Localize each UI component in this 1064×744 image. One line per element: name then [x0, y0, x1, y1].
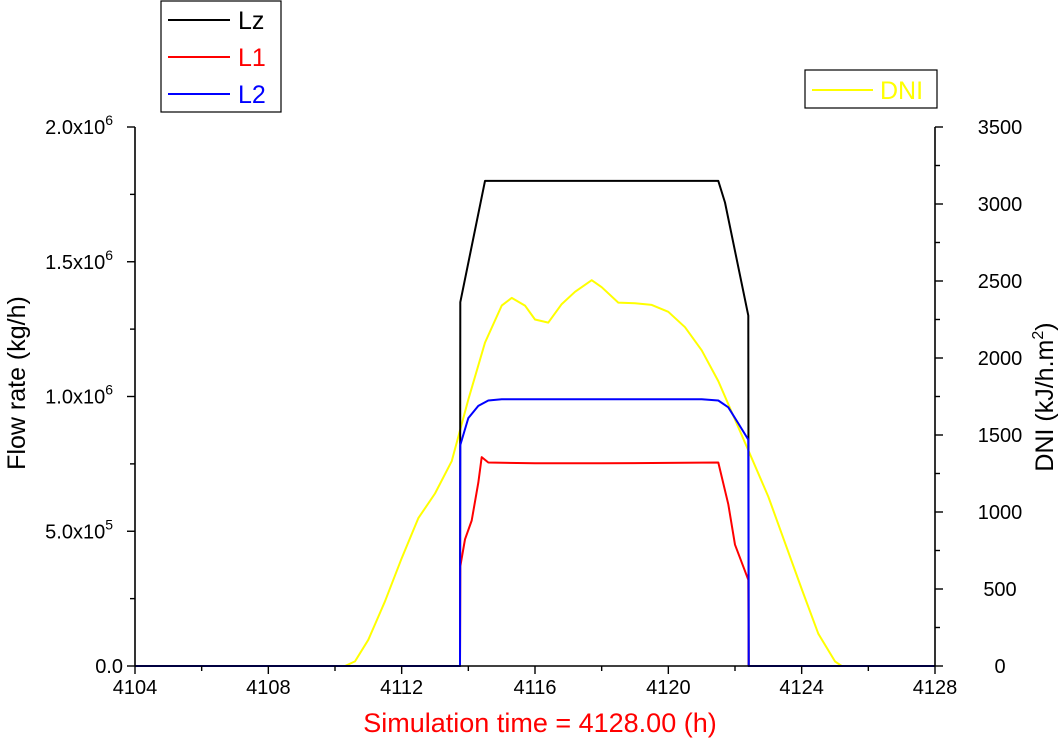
legend-label-dni: DNI — [880, 77, 923, 105]
y-tick-label: 2.0x106 — [45, 112, 113, 139]
y-tick-label: 1.0x106 — [45, 382, 113, 409]
x-tick-label: 4128 — [913, 677, 958, 699]
y2-axis-title: DNI (kJ/h.m2) — [1030, 322, 1059, 471]
x-tick-label: 4104 — [113, 677, 158, 699]
x-tick-label: 4120 — [646, 677, 691, 699]
x-axis-title: Simulation time = 4128.00 (h) — [363, 708, 716, 738]
legend-label-l1: L1 — [238, 44, 266, 72]
y2-tick-label: 500 — [983, 579, 1016, 601]
series-line-l1 — [135, 456, 935, 667]
axes-layer — [134, 127, 936, 667]
y2-tick-label: 2000 — [978, 348, 1023, 370]
series-line-l2 — [135, 398, 935, 667]
y2-tick-label: 0 — [994, 656, 1005, 678]
legend-label-lz: Lz — [238, 7, 264, 35]
y-axis-title: Flow rate (kg/h) — [3, 296, 31, 470]
x-tick-label: 4116 — [513, 677, 556, 699]
legend-label-l2: L2 — [238, 81, 266, 109]
y2-tick-label: 1500 — [978, 425, 1023, 447]
ticks-layer: 4104 4108 4112 4116 4120 4124 4128 0.0 5.0x105 1.… — [45, 112, 1022, 699]
series-line-dni — [135, 279, 935, 667]
series-line-lz — [135, 179, 935, 667]
series-layer — [135, 179, 935, 667]
x-tick-label: 4112 — [380, 677, 423, 699]
y2-tick-label: 1000 — [978, 502, 1023, 524]
x-tick-label: 4108 — [246, 677, 291, 699]
y2-tick-label: 2500 — [978, 271, 1023, 293]
legend-layer: Lz L1 L2 DNI — [160, 0, 938, 113]
y-tick-label: 5.0x105 — [45, 516, 113, 543]
y2-tick-label: 3000 — [978, 194, 1023, 216]
y-tick-label: 1.5x106 — [45, 247, 113, 274]
x-tick-label: 4124 — [779, 677, 824, 699]
y-tick-label: 0.0 — [95, 656, 123, 678]
y2-tick-label: 3500 — [978, 117, 1023, 139]
